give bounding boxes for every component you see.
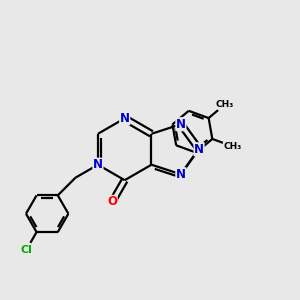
- Text: Cl: Cl: [20, 245, 32, 256]
- Text: N: N: [120, 112, 130, 125]
- Text: N: N: [194, 143, 204, 156]
- Text: O: O: [107, 195, 117, 208]
- Text: N: N: [176, 118, 186, 131]
- Text: CH₃: CH₃: [216, 100, 234, 109]
- Text: N: N: [176, 168, 186, 181]
- Text: CH₃: CH₃: [223, 142, 242, 151]
- Text: N: N: [93, 158, 103, 171]
